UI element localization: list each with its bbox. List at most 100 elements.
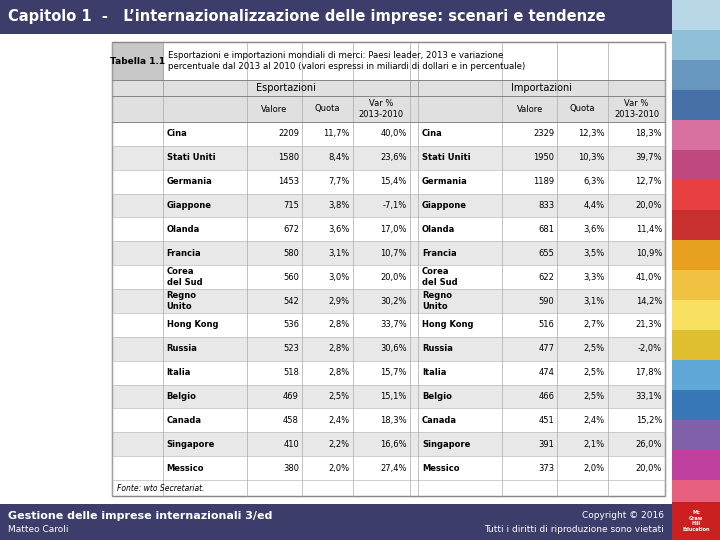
Bar <box>672 210 720 240</box>
Text: 3,6%: 3,6% <box>328 225 350 234</box>
Text: 1453: 1453 <box>278 177 299 186</box>
Text: 2,5%: 2,5% <box>328 392 350 401</box>
Bar <box>163 42 665 80</box>
Text: 622: 622 <box>539 273 554 282</box>
Text: 12,7%: 12,7% <box>636 177 662 186</box>
Text: Quota: Quota <box>315 105 340 113</box>
Text: 2,2%: 2,2% <box>328 440 350 449</box>
Bar <box>672 390 720 420</box>
Text: 41,0%: 41,0% <box>636 273 662 282</box>
Text: 2,0%: 2,0% <box>328 463 350 472</box>
Bar <box>112 241 665 265</box>
Text: 40,0%: 40,0% <box>380 130 407 138</box>
Text: 516: 516 <box>539 320 554 329</box>
Text: 4,4%: 4,4% <box>584 201 605 210</box>
Text: 2,5%: 2,5% <box>584 344 605 353</box>
Text: Matteo Caroli: Matteo Caroli <box>8 525 68 535</box>
Bar <box>418 80 665 96</box>
Text: 11,7%: 11,7% <box>323 130 350 138</box>
Bar <box>672 300 720 330</box>
Bar <box>112 384 665 408</box>
Bar <box>112 218 665 241</box>
Text: 17,8%: 17,8% <box>635 368 662 377</box>
Text: 590: 590 <box>539 296 554 306</box>
Bar <box>0 504 672 540</box>
Text: 20,0%: 20,0% <box>636 463 662 472</box>
Bar <box>672 30 720 60</box>
Text: Copyright © 2016: Copyright © 2016 <box>582 511 664 520</box>
Bar <box>112 337 665 361</box>
Text: 2329: 2329 <box>534 130 554 138</box>
Bar <box>672 120 720 150</box>
Text: 833: 833 <box>539 201 554 210</box>
Text: Corea
del Sud: Corea del Sud <box>166 267 202 287</box>
Text: Belgio: Belgio <box>166 392 197 401</box>
Text: 3,6%: 3,6% <box>584 225 605 234</box>
Text: Esportazioni e importazioni mondiali di merci: Paesi leader, 2013 e variazione
p: Esportazioni e importazioni mondiali di … <box>168 51 525 71</box>
Text: Olanda: Olanda <box>166 225 200 234</box>
Text: Cina: Cina <box>422 130 443 138</box>
Text: Olanda: Olanda <box>422 225 455 234</box>
Text: 8,4%: 8,4% <box>328 153 350 163</box>
Text: Mc
Graw
Hill
Education: Mc Graw Hill Education <box>683 510 710 532</box>
Text: Russia: Russia <box>422 344 453 353</box>
Text: 2,5%: 2,5% <box>584 392 605 401</box>
Text: Russia: Russia <box>166 344 197 353</box>
Bar <box>672 150 720 180</box>
Bar <box>672 0 720 30</box>
Text: 518: 518 <box>283 368 299 377</box>
Text: 18,3%: 18,3% <box>380 416 407 425</box>
Text: 20,0%: 20,0% <box>380 273 407 282</box>
Text: 20,0%: 20,0% <box>636 201 662 210</box>
Bar <box>112 361 665 384</box>
Text: Fonte: wto Secretariat.: Fonte: wto Secretariat. <box>117 483 204 492</box>
Text: 681: 681 <box>539 225 554 234</box>
Text: 33,1%: 33,1% <box>635 392 662 401</box>
Text: 474: 474 <box>539 368 554 377</box>
Text: Giappone: Giappone <box>166 201 212 210</box>
Bar <box>112 170 665 194</box>
Text: Stati Uniti: Stati Uniti <box>166 153 215 163</box>
Text: 10,3%: 10,3% <box>578 153 605 163</box>
Text: Valore: Valore <box>517 105 543 113</box>
Text: 6,3%: 6,3% <box>584 177 605 186</box>
Text: Germania: Germania <box>166 177 212 186</box>
Text: Hong Kong: Hong Kong <box>422 320 474 329</box>
Text: 10,7%: 10,7% <box>380 249 407 258</box>
Text: Italia: Italia <box>422 368 446 377</box>
Text: 17,0%: 17,0% <box>380 225 407 234</box>
Text: 12,3%: 12,3% <box>578 130 605 138</box>
Text: Canada: Canada <box>422 416 457 425</box>
Text: Capitolo 1  -   L’internazionalizzazione delle imprese: scenari e tendenze: Capitolo 1 - L’internazionalizzazione de… <box>8 10 606 24</box>
Text: Germania: Germania <box>422 177 468 186</box>
Text: 10,9%: 10,9% <box>636 249 662 258</box>
Bar <box>672 60 720 90</box>
Text: 33,7%: 33,7% <box>380 320 407 329</box>
Bar <box>0 34 672 504</box>
Text: Corea
del Sud: Corea del Sud <box>422 267 458 287</box>
Text: Canada: Canada <box>166 416 202 425</box>
Text: Var %
2013-2010: Var % 2013-2010 <box>359 99 404 119</box>
Bar <box>672 90 720 120</box>
Text: Quota: Quota <box>570 105 595 113</box>
Text: 3,1%: 3,1% <box>328 249 350 258</box>
Text: 15,1%: 15,1% <box>380 392 407 401</box>
Text: 458: 458 <box>283 416 299 425</box>
Text: Belgio: Belgio <box>422 392 452 401</box>
Text: 30,2%: 30,2% <box>380 296 407 306</box>
Text: 2,7%: 2,7% <box>584 320 605 329</box>
Bar <box>112 265 665 289</box>
Bar <box>672 270 720 300</box>
Bar <box>672 420 720 450</box>
Text: Stati Uniti: Stati Uniti <box>422 153 471 163</box>
Text: 2,8%: 2,8% <box>328 320 350 329</box>
Text: 26,0%: 26,0% <box>636 440 662 449</box>
Text: 672: 672 <box>283 225 299 234</box>
Text: 380: 380 <box>283 463 299 472</box>
Text: Francia: Francia <box>422 249 456 258</box>
Bar <box>672 510 720 540</box>
Text: 3,5%: 3,5% <box>584 249 605 258</box>
Bar <box>672 180 720 210</box>
Text: 655: 655 <box>539 249 554 258</box>
Bar <box>112 80 163 96</box>
